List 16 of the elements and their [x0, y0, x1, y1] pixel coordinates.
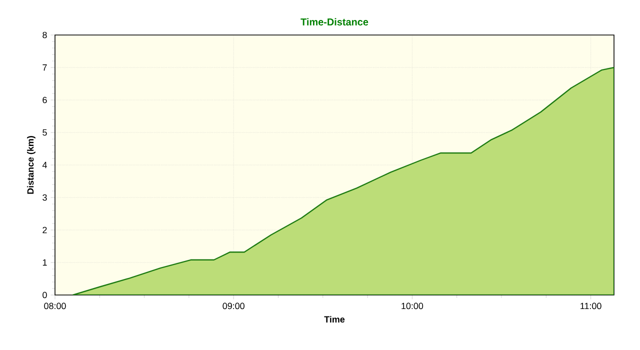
y-tick-label: 4 — [42, 162, 47, 168]
y-tick-label: 2 — [42, 226, 47, 234]
x-tick-label: 10:00 — [402, 302, 424, 310]
y-tick-label: 1 — [42, 259, 47, 266]
chart-title: Time-Distance — [300, 18, 368, 26]
y-tick-label: 0 — [42, 292, 47, 298]
y-tick-label: 8 — [42, 32, 47, 38]
y-tick-label: 6 — [42, 96, 47, 104]
x-tick-label: 09:00 — [222, 302, 244, 310]
y-tick-label: 7 — [42, 64, 47, 71]
x-axis-title: Time — [324, 316, 345, 323]
x-tick-label: 08:00 — [44, 302, 66, 310]
x-tick-label: 11:00 — [580, 302, 602, 310]
y-tick-label: 3 — [42, 194, 47, 201]
y-axis-title: Distance (km) — [27, 136, 36, 194]
y-tick-label: 5 — [42, 129, 47, 136]
